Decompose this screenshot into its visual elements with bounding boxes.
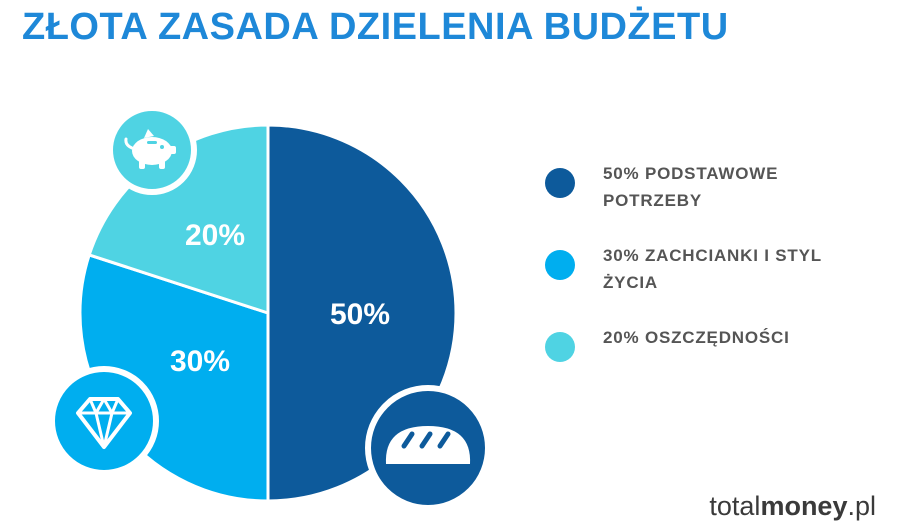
legend-dot-wants — [545, 250, 575, 280]
legend-label-basic-needs: 50% PODSTAWOWE POTRZEBY — [603, 164, 779, 210]
slice-label-savings: 20% — [185, 219, 245, 252]
page-title: ZŁOTA ZASADA DZIELENIA BUDŻETU — [22, 6, 729, 48]
legend-item-basic-needs: 50% PODSTAWOWE POTRZEBY — [545, 160, 885, 214]
legend-item-savings: 20% OSZCZĘDNOŚCI — [545, 324, 885, 362]
brand-logo: totalmoney.pl — [709, 491, 876, 522]
piggy-bank-icon — [107, 105, 197, 195]
brand-part-total: total — [709, 491, 761, 521]
legend-dot-savings — [545, 332, 575, 362]
slice-label-basic-needs: 50% — [330, 298, 390, 331]
brand-part-pl: .pl — [847, 491, 876, 521]
bread-icon — [365, 385, 491, 511]
legend-item-wants: 30% ZACHCIANKI I STYL ŻYCIA — [545, 242, 885, 296]
slice-label-wants: 30% — [170, 345, 230, 378]
legend: 50% PODSTAWOWE POTRZEBY 30% ZACHCIANKI I… — [545, 160, 885, 390]
legend-label-wants: 30% ZACHCIANKI I STYL ŻYCIA — [603, 246, 822, 292]
legend-dot-basic-needs — [545, 168, 575, 198]
brand-part-money: money — [760, 491, 848, 521]
legend-label-savings: 20% OSZCZĘDNOŚCI — [603, 328, 790, 347]
diamond-icon — [49, 366, 159, 476]
